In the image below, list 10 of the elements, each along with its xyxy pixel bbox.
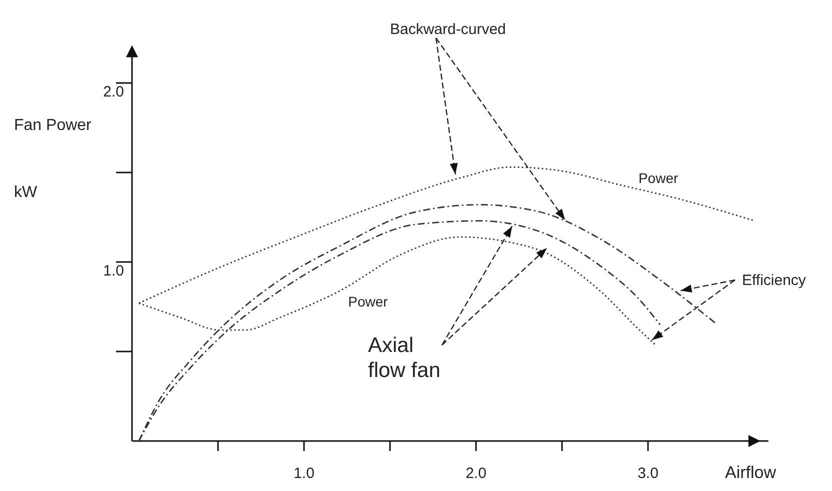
annotation: Efficiency: [742, 272, 806, 289]
x-tick-label: 3.0: [638, 465, 658, 482]
x-axis-title: Airflow: [725, 463, 777, 482]
series-label: Power: [638, 170, 678, 186]
x-tick-label: 2.0: [466, 465, 486, 482]
text: Fan Power kW: [14, 117, 92, 201]
annotation: Backward-curved: [390, 21, 506, 38]
annotation: Axial flow fan: [368, 334, 440, 382]
series-label: Power: [348, 294, 388, 310]
x-tick-label: 1.0: [294, 465, 314, 482]
